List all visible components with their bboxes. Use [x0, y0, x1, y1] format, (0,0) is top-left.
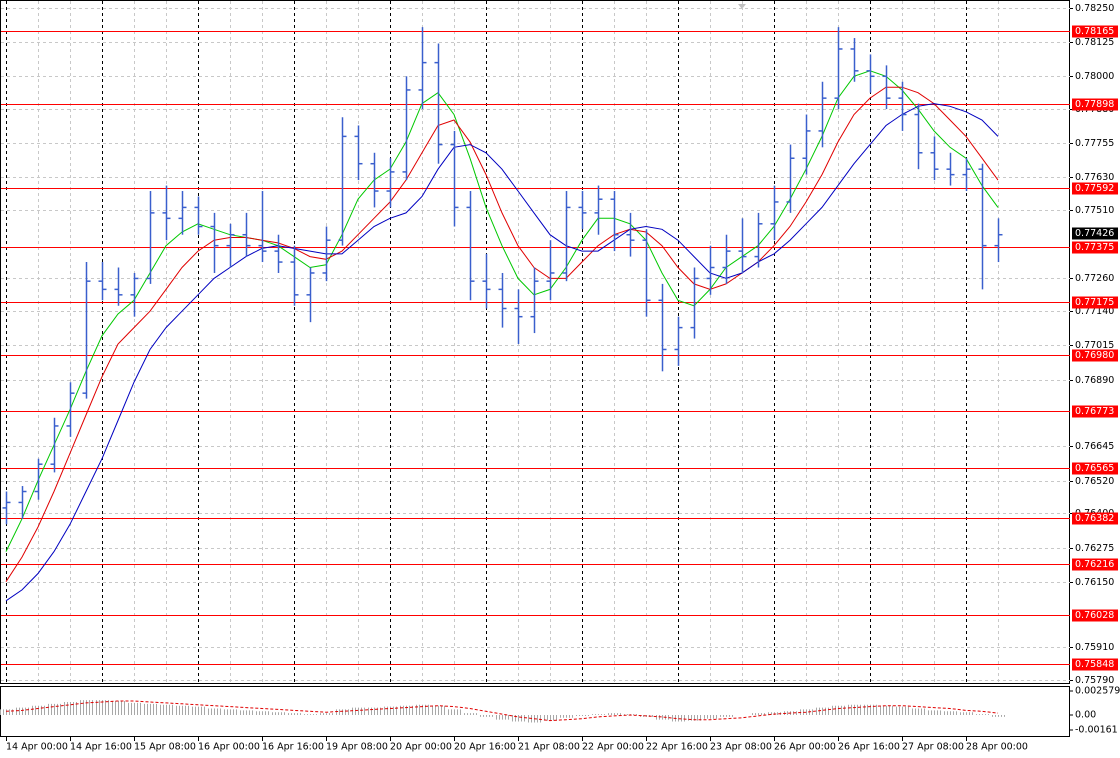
osc-y-tick-label: 0.00 [1075, 710, 1096, 721]
level-label-box [1072, 405, 1118, 418]
y-tick-label: 0.76890 [1075, 375, 1114, 386]
y-tick-label: 0.77755 [1075, 138, 1114, 149]
osc-y-tick-label: 0.002579 [1075, 686, 1120, 697]
x-tick-label: 22 Apr 00:00 [582, 742, 644, 753]
x-tick-label: 23 Apr 08:00 [710, 742, 772, 753]
moving-average [5, 103, 999, 602]
osc-y-tick-label: -0.00161 [1075, 725, 1118, 736]
x-tick-label: 26 Apr 16:00 [838, 742, 900, 753]
level-label: 0.75848 [1075, 659, 1114, 670]
current-price-box [1072, 227, 1118, 240]
level-label: 0.77898 [1075, 99, 1114, 110]
level-label: 0.76565 [1075, 463, 1114, 474]
y-tick-label: 0.76275 [1075, 543, 1114, 554]
x-tick-label: 21 Apr 08:00 [518, 742, 580, 753]
level-label-box [1072, 241, 1118, 254]
current-price-label: 0.77426 [1075, 228, 1114, 239]
y-tick-label: 0.77510 [1075, 205, 1114, 216]
level-label: 0.76216 [1075, 559, 1114, 570]
y-tick-label: 0.77260 [1075, 273, 1114, 284]
level-label-box [1072, 609, 1118, 622]
level-label-box [1072, 558, 1118, 571]
x-tick-label: 16 Apr 16:00 [262, 742, 324, 753]
y-tick-label: 0.76520 [1075, 476, 1114, 487]
level-label: 0.77175 [1075, 297, 1114, 308]
x-tick-label: 20 Apr 16:00 [454, 742, 516, 753]
x-tick-label: 28 Apr 00:00 [966, 742, 1028, 753]
x-tick-label: 15 Apr 08:00 [134, 742, 196, 753]
osc-signal [5, 700, 999, 722]
y-tick-label: 0.77015 [1075, 340, 1114, 351]
x-tick-label: 16 Apr 00:00 [198, 742, 260, 753]
level-label: 0.76382 [1075, 513, 1114, 524]
level-label: 0.77592 [1075, 183, 1114, 194]
level-label-box [1072, 512, 1118, 525]
x-tick-label: 20 Apr 00:00 [390, 742, 452, 753]
x-tick-label: 27 Apr 08:00 [902, 742, 964, 753]
level-label: 0.76773 [1075, 406, 1114, 417]
x-tick-label: 14 Apr 16:00 [70, 742, 132, 753]
level-label-box [1072, 182, 1118, 195]
y-tick-label: 0.78000 [1075, 71, 1114, 82]
main-frame [0, 0, 1070, 684]
shift-marker [738, 4, 746, 9]
x-tick-label: 22 Apr 16:00 [646, 742, 708, 753]
level-label-box [1072, 25, 1118, 38]
y-tick-label: 0.75910 [1075, 642, 1114, 653]
level-label-box [1072, 98, 1118, 111]
y-tick-label: 0.76645 [1075, 441, 1114, 452]
moving-average [5, 70, 999, 552]
y-tick-label: 0.77140 [1075, 306, 1114, 317]
y-tick-label: 0.76150 [1075, 577, 1114, 588]
level-label: 0.78165 [1075, 26, 1114, 37]
x-tick-label: 26 Apr 00:00 [774, 742, 836, 753]
moving-average [5, 86, 999, 582]
level-label: 0.77375 [1075, 242, 1114, 253]
level-label-box [1072, 296, 1118, 309]
level-label-box [1072, 658, 1118, 671]
y-tick-label: 0.77630 [1075, 172, 1114, 183]
y-tick-label: 0.78125 [1075, 37, 1114, 48]
level-label: 0.76980 [1075, 350, 1114, 361]
x-tick-label: 19 Apr 08:00 [326, 742, 388, 753]
y-tick-label: 0.75790 [1075, 675, 1114, 686]
level-label-box [1072, 349, 1118, 362]
level-label-box [1072, 462, 1118, 475]
x-tick-label: 14 Apr 00:00 [6, 742, 68, 753]
level-label: 0.76028 [1075, 610, 1114, 621]
y-tick-label: 0.78250 [1075, 3, 1114, 14]
